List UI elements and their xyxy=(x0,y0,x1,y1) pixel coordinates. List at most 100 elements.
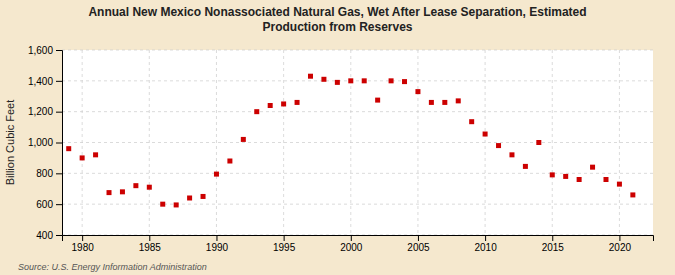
point xyxy=(295,100,300,105)
plot: 1980 1985 1990 1995 2000 2005 2010 2015 2020 400 6… xyxy=(28,45,654,253)
point xyxy=(523,164,528,169)
tick: 1990 xyxy=(206,235,229,253)
tick-mark xyxy=(56,173,62,174)
grid-line xyxy=(62,111,653,112)
title: Annual New Mexico Nonassociated Natural … xyxy=(88,5,586,34)
tick: 1,000 xyxy=(28,137,62,148)
tick-label: 2005 xyxy=(407,242,430,253)
axis-line xyxy=(56,51,63,236)
point xyxy=(133,183,138,188)
point xyxy=(321,77,326,82)
point xyxy=(375,98,380,103)
point xyxy=(456,98,461,103)
point xyxy=(254,109,259,114)
tick-label: 1985 xyxy=(139,242,162,253)
grid-line xyxy=(619,50,620,235)
tick-label: 2010 xyxy=(474,242,497,253)
tick-mark xyxy=(284,235,285,241)
point xyxy=(281,101,286,106)
point xyxy=(160,202,165,207)
tick-label: 1,200 xyxy=(28,106,53,117)
plot-background xyxy=(62,50,653,235)
grid xyxy=(62,50,653,235)
tick-mark xyxy=(56,143,62,144)
tick-label: 1,000 xyxy=(28,137,53,148)
point xyxy=(496,143,501,148)
x-axis: 1980 1985 1990 1995 2000 2005 2010 2015 2020 xyxy=(63,235,654,253)
tick: 400 xyxy=(36,230,62,241)
point xyxy=(348,78,353,83)
point xyxy=(214,172,219,177)
tick: 1,200 xyxy=(28,106,62,117)
tick: 1985 xyxy=(139,235,162,253)
points xyxy=(66,74,635,208)
tick-mark xyxy=(216,235,217,241)
point xyxy=(107,190,112,195)
tick: 1980 xyxy=(72,235,95,253)
point xyxy=(80,155,85,160)
tick: 600 xyxy=(36,199,62,210)
point xyxy=(429,100,434,105)
point xyxy=(603,177,608,182)
tick-mark xyxy=(82,235,83,241)
point xyxy=(147,185,152,190)
tick-label: 600 xyxy=(36,199,53,210)
tick: 800 xyxy=(36,168,62,179)
tick-mark xyxy=(149,235,150,241)
grid-line xyxy=(62,50,653,51)
tick-mark xyxy=(418,235,419,241)
tick-label: 2015 xyxy=(542,242,565,253)
tick: 2000 xyxy=(340,235,363,253)
tick-mark xyxy=(56,81,62,82)
tick-mark xyxy=(552,235,553,241)
tick-label: 1980 xyxy=(72,242,95,253)
point xyxy=(201,194,206,199)
point xyxy=(187,196,192,201)
tick-label: 1,600 xyxy=(28,45,53,56)
point xyxy=(630,192,635,197)
point xyxy=(469,119,474,124)
point xyxy=(308,74,313,79)
tick-mark xyxy=(351,235,352,241)
point xyxy=(442,100,447,105)
tick-mark xyxy=(56,112,62,113)
grid-line xyxy=(62,80,653,81)
tick: 1,400 xyxy=(28,76,62,87)
tick-mark xyxy=(56,235,62,236)
tick-mark xyxy=(56,204,62,205)
tick-label: 2020 xyxy=(609,242,632,253)
tick-label: 1995 xyxy=(273,242,296,253)
grid-line xyxy=(552,50,553,235)
chart: Annual New Mexico Nonassociated Natural … xyxy=(0,0,675,275)
axis-line xyxy=(63,236,654,242)
tick-mark xyxy=(485,235,486,241)
grid-line xyxy=(283,50,284,235)
grid-line xyxy=(62,142,653,143)
point xyxy=(550,172,555,177)
background xyxy=(0,0,675,275)
point xyxy=(483,132,488,137)
point xyxy=(174,202,179,207)
point xyxy=(415,89,420,94)
point xyxy=(577,177,582,182)
grid-line xyxy=(62,173,653,174)
tick: 2020 xyxy=(609,235,632,253)
grid-line xyxy=(216,50,217,235)
tick-label: 2000 xyxy=(340,242,363,253)
point xyxy=(241,137,246,142)
grid-line xyxy=(62,204,653,205)
point xyxy=(120,189,125,194)
point xyxy=(536,140,541,145)
tick: 2015 xyxy=(542,235,565,253)
tick-label: 800 xyxy=(36,168,53,179)
source: Source: U.S. Energy Information Administ… xyxy=(18,262,207,272)
point xyxy=(66,146,71,151)
tick: 2010 xyxy=(474,235,497,253)
point xyxy=(509,152,514,157)
point xyxy=(227,159,232,164)
y-axis: 400 600 800 1,000 1,200 1,400 1,600 xyxy=(28,45,63,241)
tick-label: 1,400 xyxy=(28,76,53,87)
point xyxy=(362,78,367,83)
point xyxy=(389,78,394,83)
tick-mark xyxy=(619,235,620,241)
